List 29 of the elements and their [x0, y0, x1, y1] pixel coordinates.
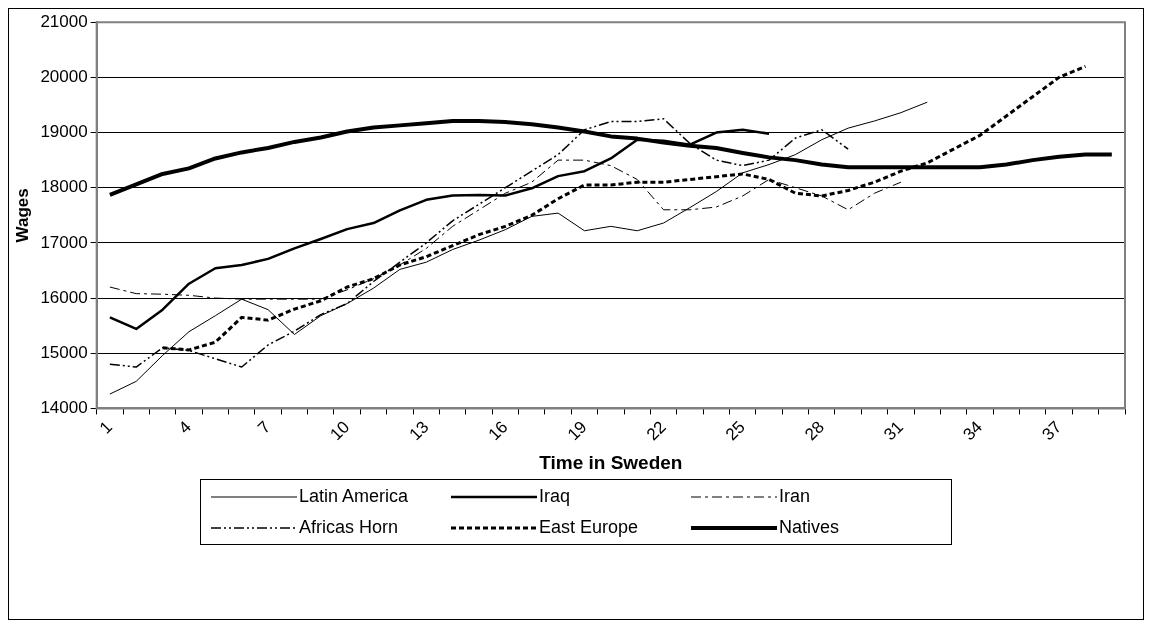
legend-label: Africas Horn: [299, 517, 399, 538]
y-tick-label: 19000: [40, 122, 88, 142]
x-tick-label: 31: [880, 417, 908, 445]
y-tick-label: 18000: [40, 177, 88, 197]
x-axis-title: Time in Sweden: [539, 451, 683, 473]
y-tick-label: 15000: [40, 342, 88, 362]
y-tick-label: 14000: [40, 398, 88, 418]
x-tick-label: 7: [254, 417, 275, 438]
legend-label: East Europe: [539, 517, 639, 538]
y-tick-label: 16000: [40, 287, 88, 307]
y-axis-title: Wages: [12, 188, 32, 243]
x-tick-label: 1: [95, 417, 116, 438]
y-tick-label: 20000: [40, 67, 88, 87]
x-tick-label: 25: [722, 417, 749, 445]
x-tick-label: 10: [326, 417, 354, 445]
legend-label: Natives: [779, 517, 840, 538]
x-tick-label: 37: [1038, 417, 1066, 445]
x-tick-label: 4: [174, 417, 196, 438]
legend-label: Iraq: [539, 486, 571, 507]
x-tick-label: 19: [563, 417, 591, 445]
x-tick-label: 34: [959, 417, 987, 445]
x-tick-label: 13: [405, 417, 433, 445]
y-tick-label: 21000: [40, 11, 88, 31]
y-tick-label: 17000: [40, 232, 88, 252]
x-tick-label: 22: [642, 417, 670, 445]
x-tick-label: 16: [484, 417, 512, 445]
legend-label: Latin America: [299, 486, 409, 507]
x-tick-label: 28: [801, 417, 828, 445]
legend-label: Iran: [779, 486, 811, 507]
